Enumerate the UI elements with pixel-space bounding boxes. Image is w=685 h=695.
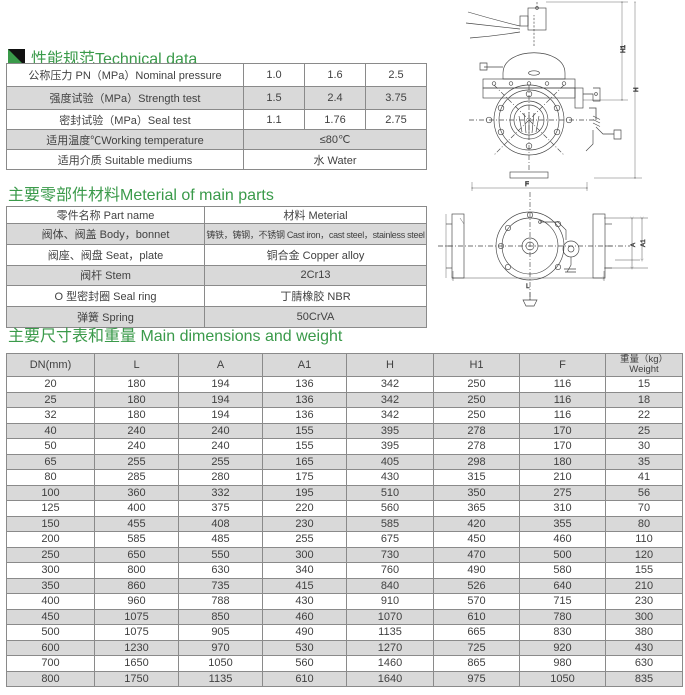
svg-text:F: F	[525, 181, 529, 188]
svg-text:L: L	[526, 283, 530, 290]
svg-text:A1: A1	[640, 239, 647, 247]
svg-text:A: A	[630, 242, 637, 247]
svg-text:H1: H1	[620, 44, 627, 53]
svg-text:H: H	[633, 87, 640, 92]
